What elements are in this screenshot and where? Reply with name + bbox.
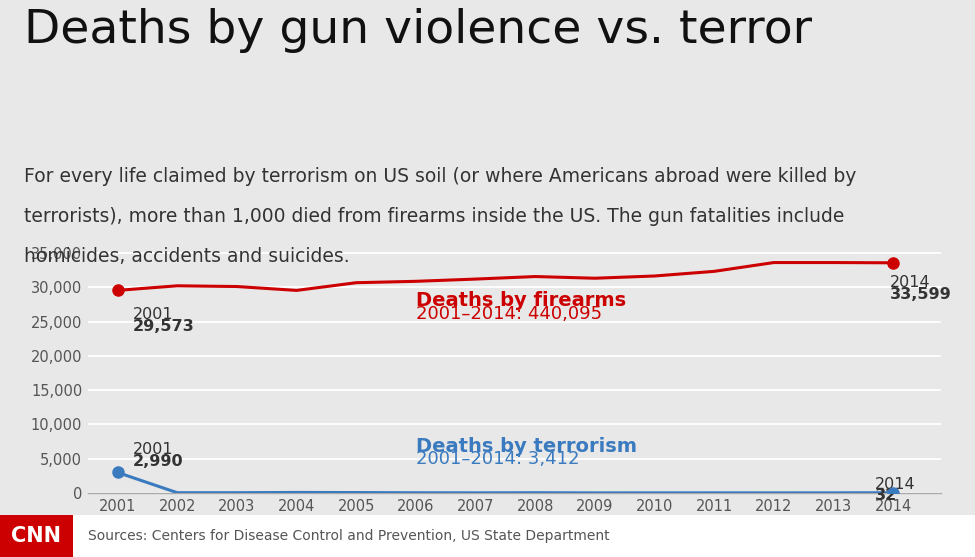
Text: Sources: Centers for Disease Control and Prevention, US State Department: Sources: Centers for Disease Control and… (88, 529, 609, 543)
Text: 2001: 2001 (133, 307, 174, 321)
Text: Deaths by gun violence vs. terror: Deaths by gun violence vs. terror (24, 8, 812, 53)
Text: terrorists), more than 1,000 died from firearms inside the US. The gun fatalitie: terrorists), more than 1,000 died from f… (24, 207, 844, 226)
Text: homicides, accidents and suicides.: homicides, accidents and suicides. (24, 247, 350, 266)
Bar (0, 515, 73, 557)
Text: 2001: 2001 (133, 442, 174, 457)
Text: CNN: CNN (11, 526, 61, 546)
Text: 2001–2014: 440,095: 2001–2014: 440,095 (416, 305, 602, 323)
Text: 2,990: 2,990 (133, 454, 183, 469)
Text: 2001–2014: 3,412: 2001–2014: 3,412 (416, 450, 579, 468)
Text: Deaths by firearms: Deaths by firearms (416, 291, 626, 310)
Text: 33,599: 33,599 (890, 287, 952, 302)
Text: 32: 32 (876, 488, 898, 503)
Text: 2014: 2014 (890, 275, 931, 290)
Text: Deaths by terrorism: Deaths by terrorism (416, 437, 637, 456)
Text: 2014: 2014 (876, 476, 916, 491)
Text: 29,573: 29,573 (133, 319, 194, 334)
Text: For every life claimed by terrorism on US soil (or where Americans abroad were k: For every life claimed by terrorism on U… (24, 167, 857, 186)
